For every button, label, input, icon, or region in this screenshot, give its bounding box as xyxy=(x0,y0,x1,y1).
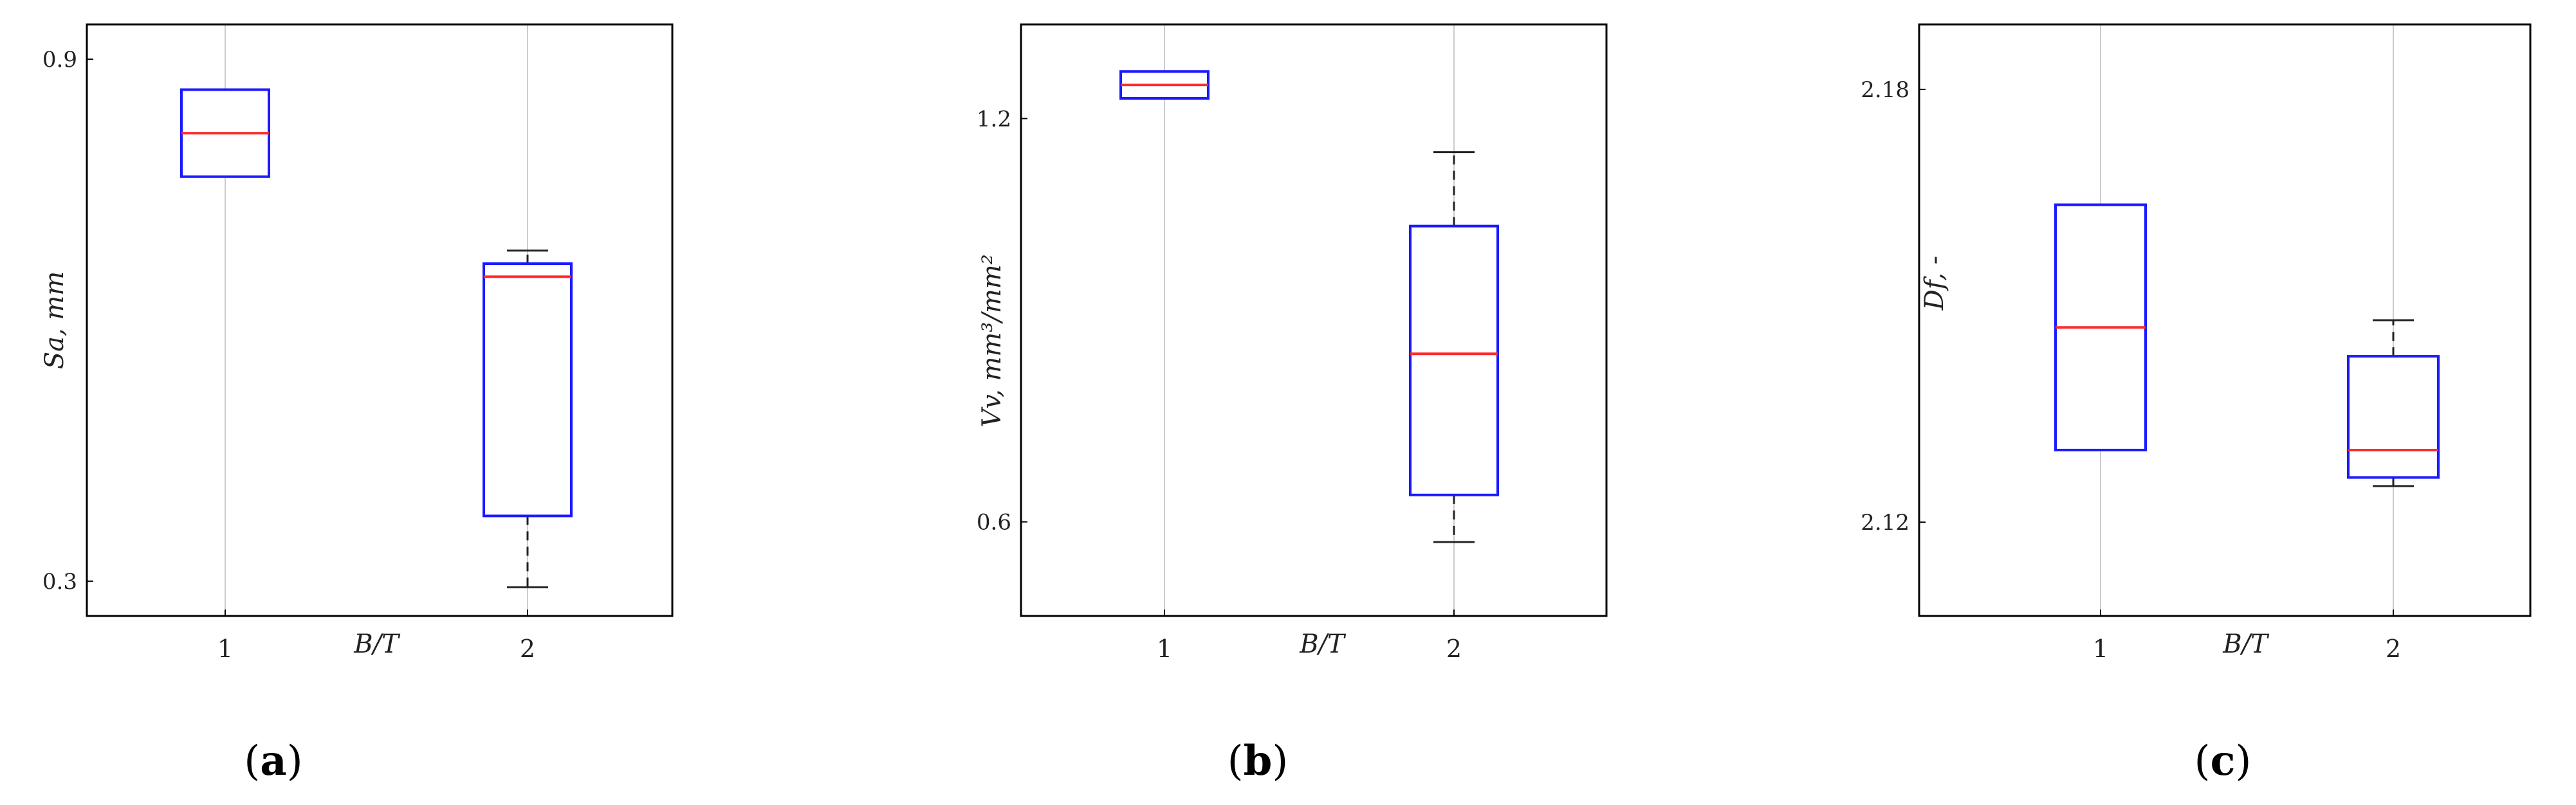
x-tick-label-1: 1 xyxy=(1157,635,1172,663)
box-1 xyxy=(1119,70,1210,100)
x-tick-label-2: 2 xyxy=(520,635,535,663)
x-axis-label: B/T xyxy=(2222,629,2270,659)
x-axis-label: B/T xyxy=(353,629,401,659)
y-tick-label-top: 0.9 xyxy=(42,47,77,73)
x-tick-label-1: 1 xyxy=(217,635,233,663)
box-body xyxy=(2347,355,2440,479)
x-tick-label-2: 2 xyxy=(2386,635,2401,663)
panel-caption: (a) xyxy=(244,737,302,785)
y-axis-label: Df, - xyxy=(1920,256,1949,311)
box-2 xyxy=(1409,151,1499,543)
panel-b: 1.2 0.6 1 2 B/T Vv, mm³/mm² (b) xyxy=(977,23,1608,785)
panel-caption: (c) xyxy=(2194,737,2252,785)
caption-letter: a xyxy=(260,737,286,785)
x-tick-label-2: 2 xyxy=(1446,635,1462,663)
y-axis-label: Sa, mm xyxy=(40,271,69,370)
box-body xyxy=(483,262,573,518)
panel-caption: (b) xyxy=(1228,737,1289,785)
panel-a: 0.9 0.3 1 2 B/T Sa, mm (a) xyxy=(40,23,674,785)
plot-frame xyxy=(86,23,674,617)
y-tick-label-bottom: 0.3 xyxy=(42,569,77,595)
box-2 xyxy=(483,249,573,588)
panel-c: 2.18 2.12 1 2 B/T Df, - (c) xyxy=(1861,23,2532,785)
y-tick-label-bottom: 0.6 xyxy=(977,510,1011,536)
x-axis-label: B/T xyxy=(1299,629,1347,659)
y-tick-label-bottom: 2.12 xyxy=(1861,510,1909,536)
box-1 xyxy=(2054,203,2147,451)
x-tick-label-1: 1 xyxy=(2093,635,2108,663)
y-tick-label-top: 2.18 xyxy=(1861,77,1909,103)
box-body xyxy=(1409,224,1499,496)
y-axis-label: Vv, mm³/mm² xyxy=(977,254,1007,427)
caption-letter: c xyxy=(2211,737,2236,785)
box-2 xyxy=(2347,319,2440,487)
y-tick-label-top: 1.2 xyxy=(977,106,1011,132)
plot-frame xyxy=(1020,23,1608,617)
caption-letter: b xyxy=(1244,737,1273,785)
box-1 xyxy=(180,88,270,178)
plot-frame xyxy=(1918,23,2532,617)
